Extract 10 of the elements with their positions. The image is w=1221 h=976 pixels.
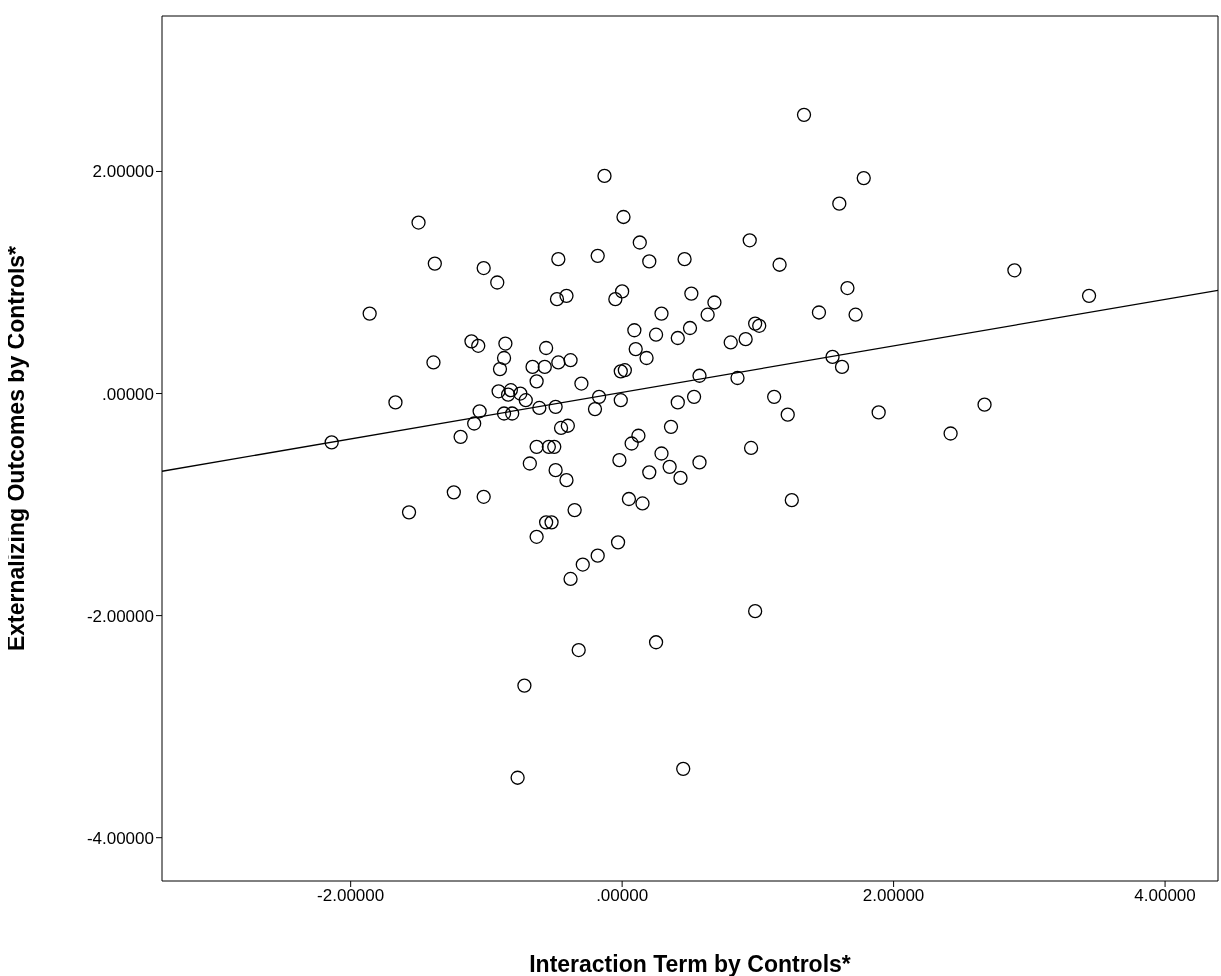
x-tick-label: -2.00000 bbox=[317, 886, 385, 906]
x-axis-title: Interaction Term by Controls* bbox=[529, 951, 851, 976]
y-axis-title: Externalizing Outcomes by Controls* bbox=[3, 245, 30, 652]
x-tick-label: .00000 bbox=[596, 886, 649, 906]
y-tick-label: .00000 bbox=[102, 384, 154, 404]
y-tick-label: -4.00000 bbox=[86, 828, 154, 848]
y-tick-label: 2.00000 bbox=[92, 162, 154, 182]
x-tick-label: 2.00000 bbox=[862, 886, 925, 906]
y-tick-label: -2.00000 bbox=[86, 606, 154, 626]
x-tick-label: 4.00000 bbox=[1134, 886, 1196, 906]
